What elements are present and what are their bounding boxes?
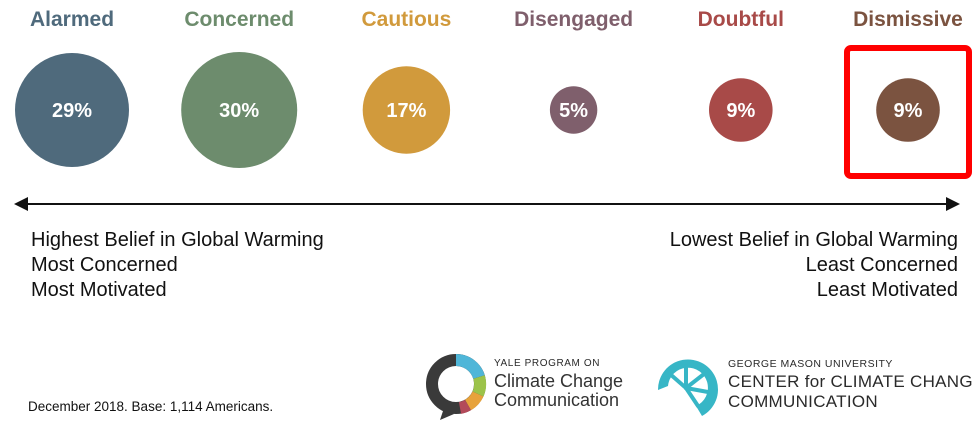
axis-left-description: Highest Belief in Global Warming Most Co… bbox=[31, 228, 324, 303]
value-label-cautious: 17% bbox=[386, 100, 426, 122]
gmu-logo-line-2: COMMUNICATION bbox=[728, 392, 878, 411]
value-label-dismissive: 9% bbox=[894, 100, 923, 122]
starburst-icon bbox=[657, 359, 718, 416]
bubbles-layer: 29% Alarmed 30% Concerned 17% Cautious 5% Disen… bbox=[15, 8, 972, 179]
bubble-disengaged bbox=[549, 86, 598, 134]
axis-right-line-3: Least Motivated bbox=[816, 279, 958, 301]
gmu-logo-line-1: CENTER for CLIMATE CHANGE bbox=[728, 372, 974, 391]
value-label-doubtful: 9% bbox=[726, 100, 755, 122]
bubble-dismissive bbox=[876, 78, 940, 142]
segment-label-disengaged: Disengaged bbox=[514, 8, 633, 31]
axis-right-description: Lowest Belief in Global Warming Least Co… bbox=[670, 228, 958, 303]
segment-label-concerned: Concerned bbox=[184, 8, 294, 31]
gmu-center-logo: GEORGE MASON UNIVERSITY CENTER for CLIMA… bbox=[652, 352, 974, 422]
gmu-logo-small-text: GEORGE MASON UNIVERSITY bbox=[728, 358, 893, 370]
axis-right-arrowhead bbox=[946, 197, 960, 211]
value-label-concerned: 30% bbox=[219, 100, 259, 122]
yale-logo-line-1: Climate Change bbox=[494, 371, 624, 391]
bubble-cautious bbox=[362, 66, 451, 154]
yale-logo-line-2: Communication bbox=[494, 390, 620, 410]
yale-program-logo: YALE PROGRAM ON Climate Change Communica… bbox=[424, 352, 644, 422]
bubble-alarmed bbox=[15, 53, 129, 167]
value-label-disengaged: 5% bbox=[559, 100, 588, 122]
bubble-doubtful bbox=[709, 78, 773, 142]
value-label-alarmed: 29% bbox=[52, 100, 92, 122]
axis-right-line-1: Lowest Belief in Global Warming bbox=[669, 229, 958, 251]
segment-label-cautious: Cautious bbox=[361, 8, 451, 31]
yale-logo-small-text: YALE PROGRAM ON bbox=[494, 358, 601, 369]
bubble-concerned bbox=[181, 52, 298, 168]
segment-label-alarmed: Alarmed bbox=[30, 8, 114, 31]
axis-right-line-2: Least Concerned bbox=[805, 254, 958, 276]
speech-bubble-icon bbox=[426, 353, 487, 420]
segment-label-dismissive: Dismissive bbox=[853, 8, 963, 31]
highlight-box-dismissive bbox=[844, 45, 972, 179]
axis-left-line-3: Most Motivated bbox=[31, 279, 167, 301]
segment-label-doubtful: Doubtful bbox=[698, 8, 784, 31]
axis-left-line-2: Most Concerned bbox=[31, 254, 178, 276]
axis-left-line-1: Highest Belief in Global Warming bbox=[31, 229, 324, 251]
belief-axis bbox=[14, 197, 960, 211]
footnote: December 2018. Base: 1,114 Americans. bbox=[28, 399, 274, 414]
axis-left-arrowhead bbox=[14, 197, 28, 211]
